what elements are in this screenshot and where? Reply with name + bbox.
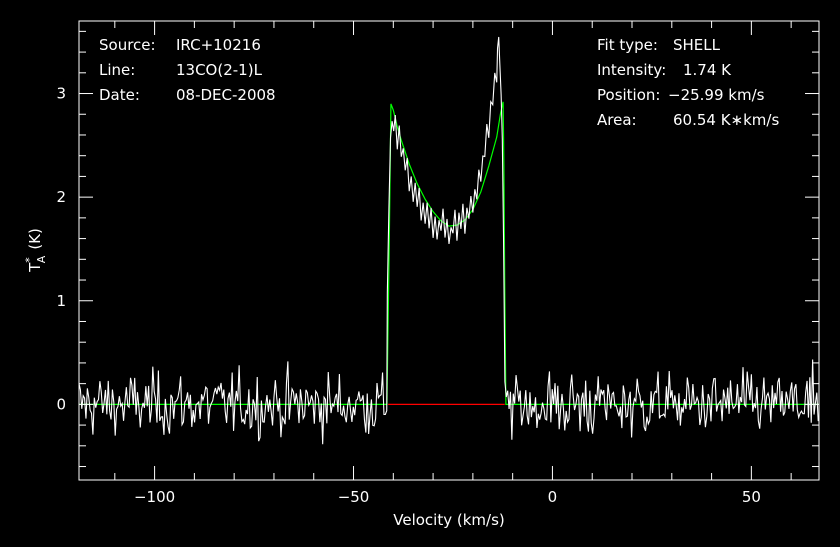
fit-type-label: Fit type: [597, 36, 658, 54]
x-tick-label: −50 [338, 488, 370, 506]
y-tick-label: 0 [56, 395, 66, 413]
info-left: Source: IRC+10216 Line: 13CO(2-1)L Date:… [99, 36, 276, 104]
y-axis-label-sub: A [35, 255, 48, 263]
plot-frame [78, 20, 820, 481]
area-value: 60.54 K∗km/s [673, 111, 779, 129]
position-value: −25.99 km/s [668, 86, 765, 104]
svg-text:T*A(K): T*A (K) [23, 228, 48, 273]
line-label: Line: [99, 61, 135, 79]
intensity-label: Intensity: [597, 61, 666, 79]
series-shell-fit [79, 101, 819, 405]
info-right: Fit type: SHELL Intensity: 1.74 K Positi… [597, 36, 779, 129]
source-label: Source: [99, 36, 156, 54]
line-value: 13CO(2-1)L [176, 61, 263, 79]
x-tick-label: −100 [134, 488, 175, 506]
source-value: IRC+10216 [176, 36, 261, 54]
y-tick-label: 2 [56, 188, 66, 206]
date-label: Date: [99, 86, 140, 104]
y-axis-label-sup: * [23, 257, 36, 263]
y-axis-label: T*A (K) [23, 228, 48, 273]
area-label: Area: [597, 111, 637, 129]
x-tick-label: 50 [742, 488, 761, 506]
series-observed-spectrum [78, 36, 819, 445]
x-tick-label: 0 [548, 488, 558, 506]
y-axis-label-main: T [26, 262, 44, 273]
position-label: Position: [597, 86, 660, 104]
fit-type-value: SHELL [673, 36, 721, 54]
y-tick-label: 3 [56, 85, 66, 103]
intensity-value: 1.74 K [683, 61, 732, 79]
y-tick-label: 1 [56, 292, 66, 310]
x-axis-label: Velocity (km/s) [393, 511, 504, 529]
date-value: 08-DEC-2008 [176, 86, 276, 104]
y-axis-label-unit: (K) [26, 228, 44, 250]
